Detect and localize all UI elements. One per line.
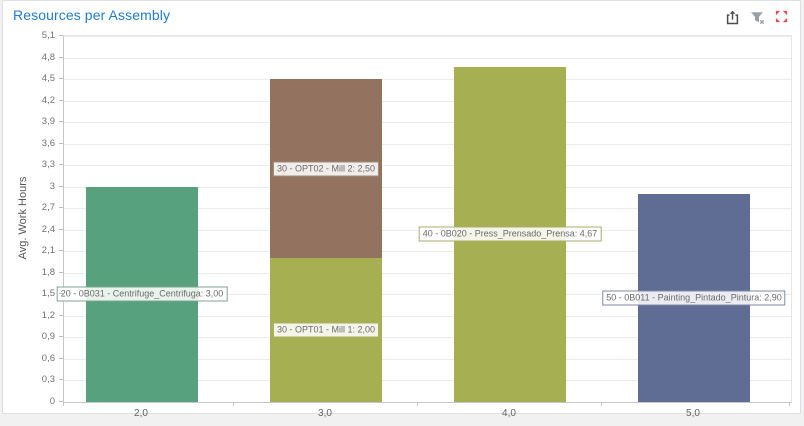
x-tick-mark [789,402,790,406]
y-tick-mark [59,35,63,36]
y-tick-label: 2,7 [41,202,55,214]
bar-data-label: 30 - OPT01 - Mill 1: 2,00 [272,322,380,338]
y-tick-mark [59,314,63,316]
x-tick-mark [601,402,602,406]
y-tick-mark [59,336,63,338]
y-tick-mark [59,185,63,187]
plot-area: 20 - 0B031 - Centrifuge_Centrifuga: 3,00… [56,35,792,403]
x-tick-mark [63,402,64,406]
widget-toolbar [724,9,791,26]
gridline [64,165,791,167]
x-tick-label: 4,0 [502,408,516,419]
y-tick-mark [59,99,63,101]
y-tick-label: 1,8 [41,266,55,278]
page-title: Resources per Assembly [13,7,171,23]
y-tick-label: 3,3 [41,159,55,171]
maximize-icon[interactable] [774,9,791,26]
y-tick-label: 0,6 [41,352,55,364]
y-tick-mark [59,401,63,402]
gridline [64,186,791,188]
y-tick-mark [59,228,63,230]
y-tick-mark [59,142,63,144]
y-tick-label: 4,5 [41,73,55,85]
y-tick-mark [59,379,63,381]
bar-data-label: 40 - 0B020 - Press_Prensado_Prensa: 4,67 [418,226,602,242]
gridline [64,79,791,81]
bar-data-label: 20 - 0B031 - Centrifuge_Centrifuga: 3,00 [56,286,228,302]
gridline [64,208,791,210]
bar-data-label: 50 - 0B011 - Painting_Pintado_Pintura: 2… [602,290,786,306]
y-tick-label: 0,3 [41,374,55,386]
y-tick-label: 3,9 [41,116,55,128]
gridline [64,358,791,360]
gridline [64,100,791,102]
y-tick-mark [59,56,63,58]
gridline [64,337,791,339]
gridline [64,272,791,274]
y-tick-label: 2,1 [41,245,55,257]
y-tick-label: 4,8 [41,51,55,63]
y-tick-mark [59,78,63,80]
gridline [64,294,791,296]
y-tick-label: 0,9 [41,331,55,343]
x-tick-label: 2,0 [134,408,148,419]
y-tick-mark [59,250,63,252]
chart-root: Avg. Work Hours 20 - 0B031 - Centrifuge_… [3,1,800,419]
y-tick-mark [59,357,63,359]
gridline [64,251,791,253]
y-tick-label: 4,2 [41,94,55,106]
gridline [64,315,791,317]
y-tick-label: 1,2 [41,309,55,321]
y-tick-mark [59,271,63,273]
x-tick-label: 5,0 [686,408,700,419]
export-icon[interactable] [724,9,741,26]
gridline [64,380,791,382]
y-tick-label: 5,1 [41,30,55,41]
y-tick-mark [59,164,63,166]
gridline [64,122,791,124]
gridline [64,143,791,145]
y-tick-label: 3 [49,180,55,192]
y-tick-mark [59,121,63,123]
gridline [64,57,791,59]
dashboard-widget: Resources per Assembly Avg. Work [2,0,801,419]
x-tick-mark [417,402,418,406]
y-tick-mark [59,207,63,209]
y-tick-label: 0 [49,396,55,407]
clear-filter-icon[interactable] [749,9,766,26]
y-tick-label: 2,4 [41,223,55,235]
bar-data-label: 30 - OPT02 - Mill 2: 2,50 [272,161,380,177]
y-tick-label: 3,6 [41,137,55,149]
x-tick-label: 3,0 [318,408,332,419]
y-tick-mark [59,293,63,295]
y-tick-label: 1,5 [41,288,55,300]
gridline [64,36,791,37]
x-tick-mark [233,402,234,406]
